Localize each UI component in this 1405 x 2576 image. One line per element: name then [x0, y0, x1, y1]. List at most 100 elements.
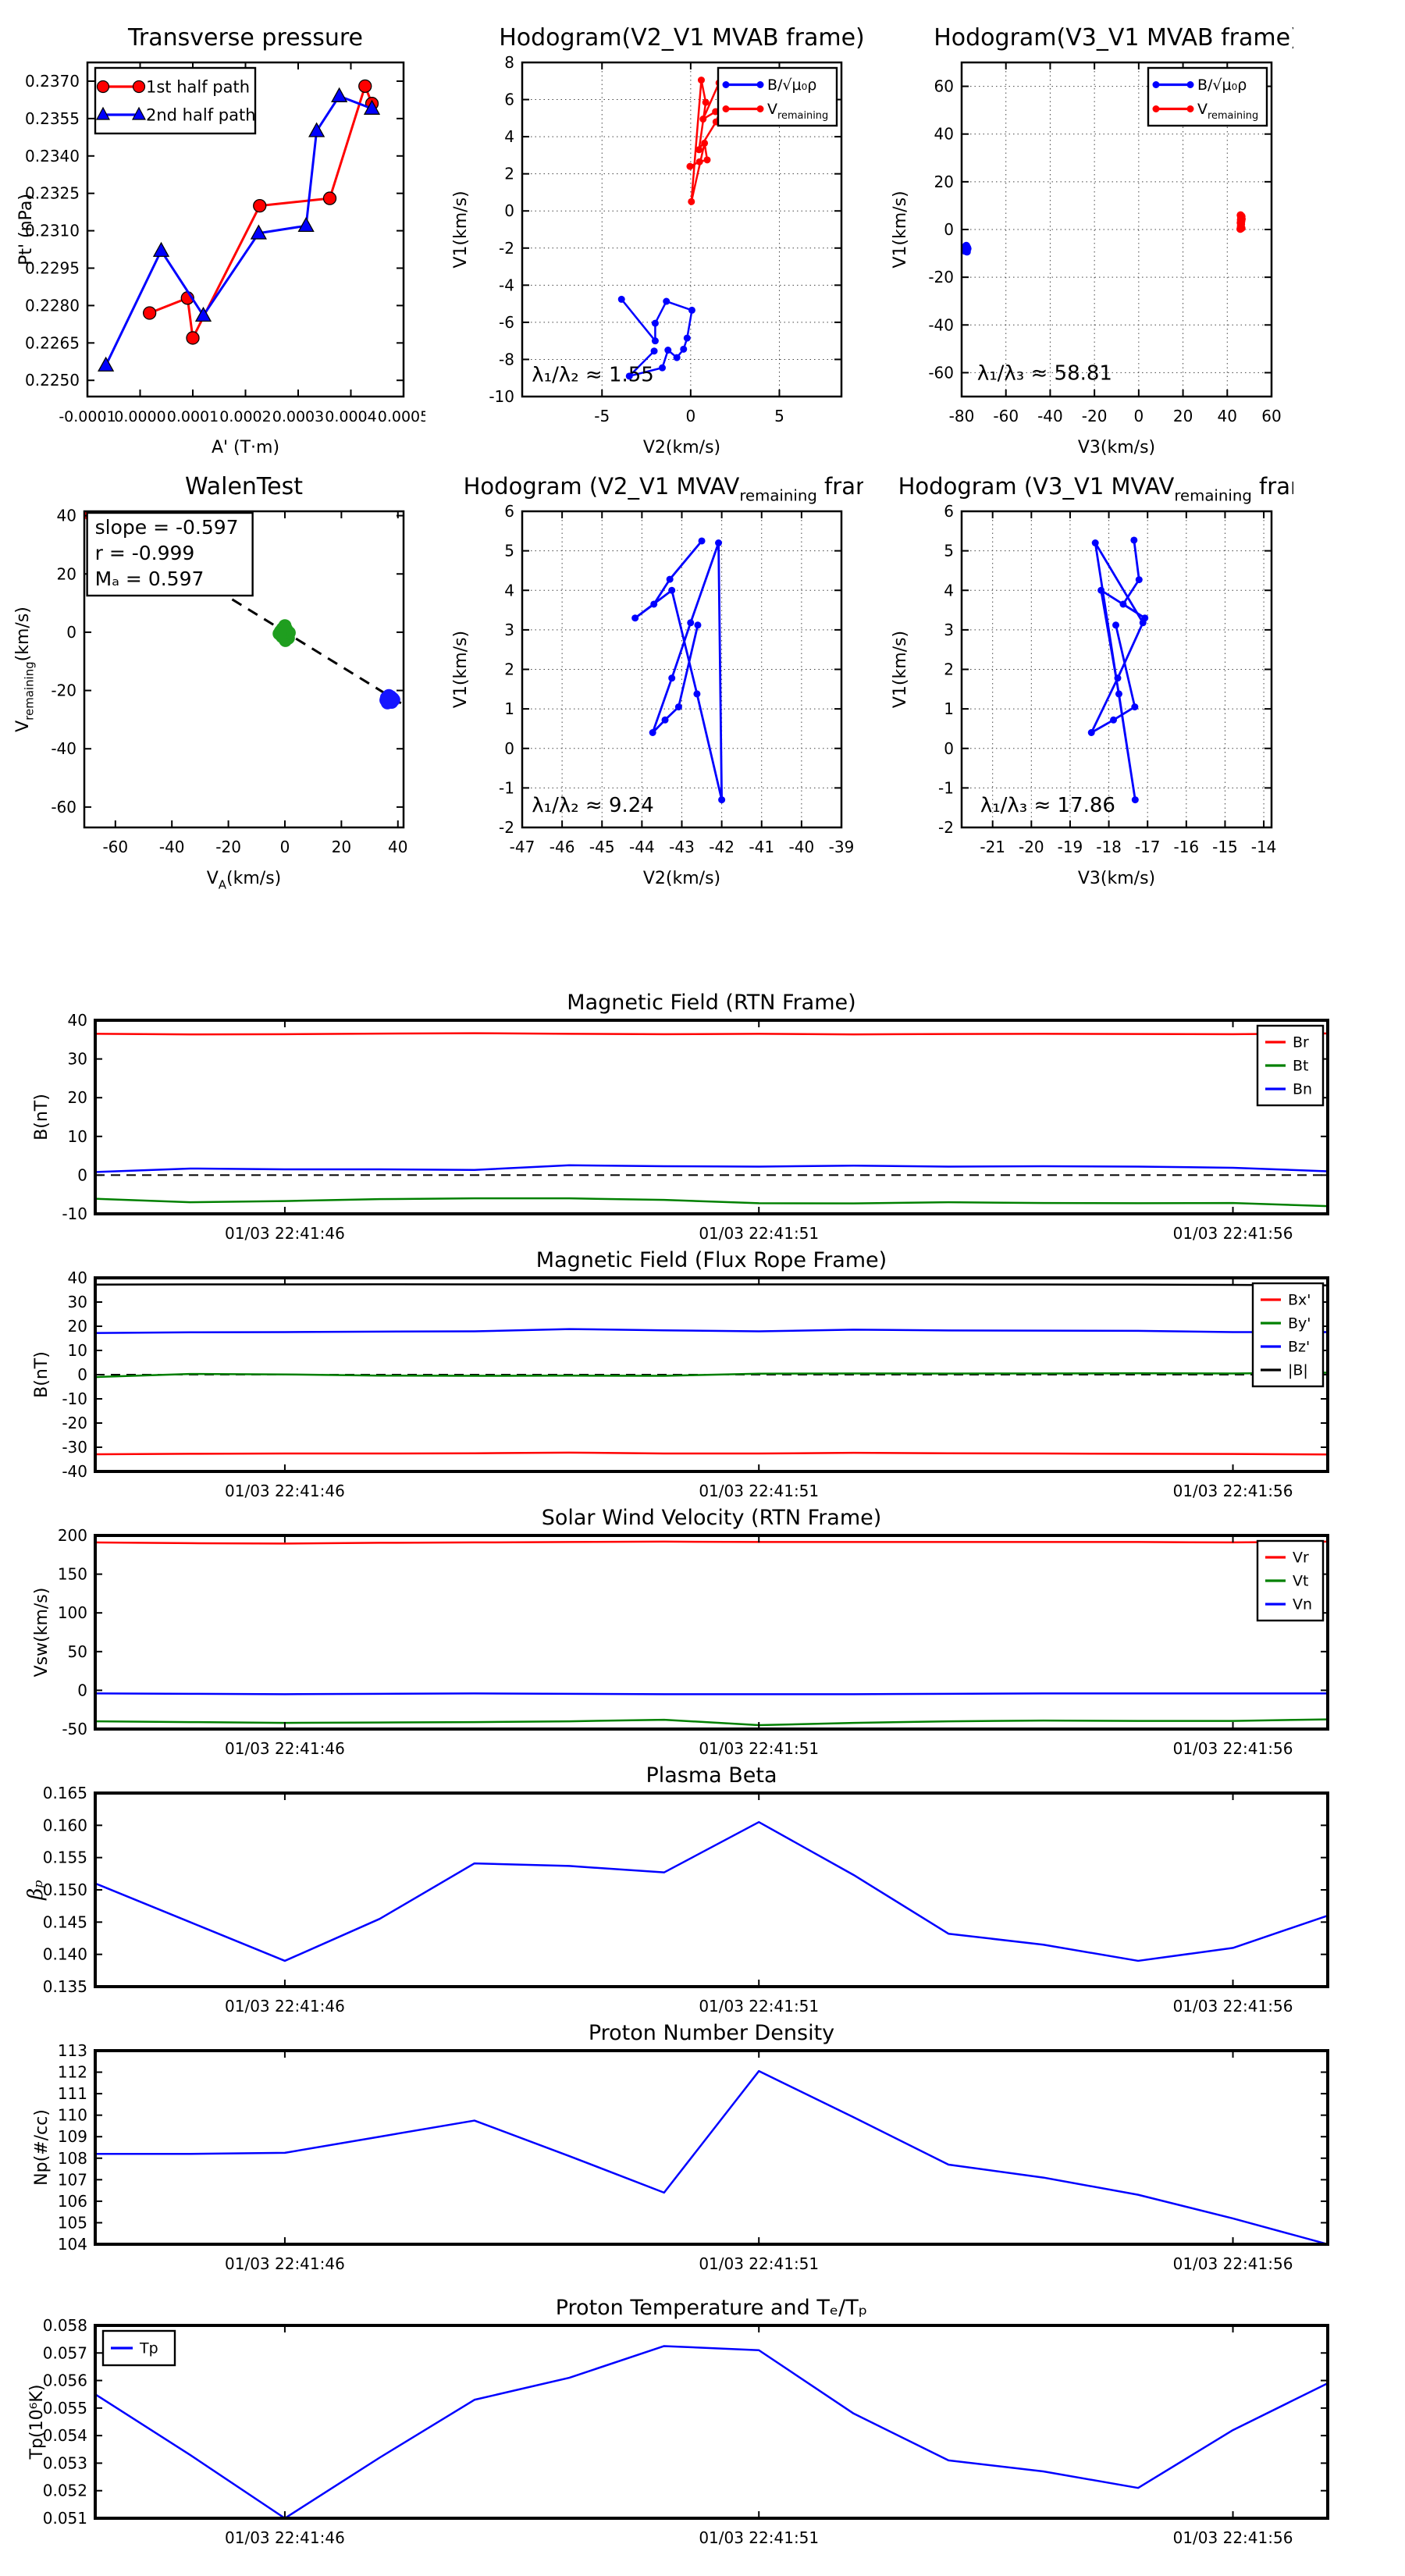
- svg-text:0.0004: 0.0004: [325, 408, 376, 425]
- hodogram-v2v1-mvav-v-path: [631, 537, 726, 804]
- hodogram-v2v1-mvav-title: Hodogram (V2_V1 MVAVremaining frame): [464, 473, 863, 505]
- svg-text:-40: -40: [62, 1462, 87, 1481]
- magnetic-field-rtn-legend-label: Bn: [1293, 1081, 1312, 1098]
- walen-test-title: WalenTest: [185, 473, 303, 500]
- plasma-beta-beta-p: [95, 1820, 1328, 1962]
- svg-text:0: 0: [944, 739, 954, 758]
- svg-text:01/03 22:41:46: 01/03 22:41:46: [225, 2254, 345, 2273]
- svg-text:0.155: 0.155: [43, 1848, 87, 1867]
- svg-text:0: 0: [77, 1365, 87, 1384]
- svg-text:0.2280: 0.2280: [25, 296, 80, 315]
- hodogram-v3v1-mvav-grid: [962, 511, 1272, 828]
- proton-number-density-spines: [94, 2049, 1329, 2246]
- hodogram-v3v1-mvab-annotation: λ₁/λ₃ ≈ 58.81: [977, 362, 1112, 386]
- svg-text:-1: -1: [938, 778, 954, 797]
- walen-test-svg: -60 -40 -20 0 20 40 -60 -40 -20 0 20 40 WalenTest VA(…: [13, 473, 407, 892]
- svg-text:40: 40: [1218, 407, 1237, 425]
- svg-text:-40: -40: [1037, 407, 1063, 425]
- svg-text:1: 1: [504, 699, 514, 718]
- hodogram-v3v1-mvab-b-over-sqrt-mu0rho: [962, 241, 972, 256]
- svg-text:01/03 22:41:56: 01/03 22:41:56: [1173, 1482, 1293, 1500]
- solar-wind-velocity-tick-labels: 01/03 22:41:46 01/03 22:41:51 01/03 22:41:…: [58, 1526, 1293, 1758]
- svg-text:-47: -47: [510, 838, 535, 856]
- transverse-pressure-legend-label: 1st half path: [146, 77, 250, 96]
- svg-text:0: 0: [944, 220, 954, 239]
- magnetic-field-rtn-bt: [95, 1197, 1328, 1208]
- hodogram-v2v1-mvav-ylabel: V1(km/s): [451, 631, 471, 708]
- magnetic-field-rtn-ticks: [95, 1019, 1328, 1215]
- plasma-beta-tick-labels: 01/03 22:41:46 01/03 22:41:51 01/03 22:41:…: [43, 1784, 1293, 2016]
- svg-text:0.165: 0.165: [43, 1784, 87, 1802]
- svg-text:-20: -20: [51, 681, 76, 700]
- walen-test-stats-box: slope = -0.597 r = -0.999 Mₐ = 0.597: [86, 511, 254, 597]
- proton-temperature-title: Proton Temperature and Tₑ/Tₚ: [556, 2296, 868, 2320]
- magnetic-field-rtn-svg: 01/03 22:41:46 01/03 22:41:51 01/03 22:41:…: [32, 991, 1329, 1243]
- svg-text:6: 6: [504, 502, 514, 521]
- svg-text:-40: -40: [789, 838, 815, 856]
- hodogram-v2v1-mvab-title: Hodogram(V2_V1 MVAB frame): [499, 24, 863, 52]
- transverse-pressure-ylabel: Pt' (nPa): [16, 194, 36, 265]
- hodogram-v2v1-mvab-spines: [521, 61, 843, 398]
- hodogram-v3v1-mvab-ylabel: V1(km/s): [891, 190, 910, 268]
- svg-text:60: 60: [934, 77, 954, 96]
- magnetic-field-flux-rope-bz-prime: [95, 1328, 1328, 1334]
- svg-text:0.051: 0.051: [43, 2509, 87, 2528]
- proton-number-density-tick-labels: 01/03 22:41:46 01/03 22:41:51 01/03 22:41:…: [58, 2041, 1293, 2273]
- svg-text:0.0003: 0.0003: [272, 408, 324, 425]
- svg-text:5: 5: [504, 542, 514, 560]
- magnetic-field-rtn-series: [95, 1032, 1328, 1208]
- svg-text:-4: -4: [499, 276, 514, 294]
- svg-text:0.2355: 0.2355: [25, 109, 80, 128]
- svg-text:40: 40: [934, 125, 954, 144]
- hodogram-v2v1-mvav-tick-labels: -47 -46 -45 -44 -43 -42 -41 -40 -39 -2 -1 0 1 2 3 4 5 6: [499, 502, 854, 856]
- hodogram-v3v1-mvab-legend-label: B/√μ₀ρ: [1197, 76, 1247, 94]
- solar-wind-velocity-legend: Vr Vt Vn: [1256, 1539, 1325, 1622]
- svg-text:106: 106: [58, 2192, 87, 2211]
- hodogram-v3v1-mvab-tick-labels: -80 -60 -40 -20 0 20 40 60 -60 -40 -20 0 20 40 60: [928, 77, 1281, 425]
- svg-text:-20: -20: [62, 1414, 87, 1432]
- magnetic-field-rtn-legend-label: Bt: [1293, 1058, 1308, 1075]
- svg-text:20: 20: [1173, 407, 1193, 425]
- svg-text:-1: -1: [499, 778, 514, 797]
- proton-temperature-tp: [95, 2345, 1328, 2518]
- solar-wind-velocity-spines: [94, 1534, 1329, 1731]
- svg-text:-5: -5: [594, 407, 610, 425]
- plasma-beta-title: Plasma Beta: [646, 1763, 777, 1788]
- svg-text:-17: -17: [1135, 838, 1161, 856]
- transverse-pressure-second-half-path: [98, 87, 381, 372]
- hodogram-v3v1-mvav-title: Hodogram (V3_V1 MVAVremaining frame): [898, 473, 1293, 505]
- solar-wind-velocity-legend-label: Vr: [1293, 1550, 1309, 1567]
- svg-text:01/03 22:41:46: 01/03 22:41:46: [225, 1224, 345, 1243]
- hodogram-v3v1-mvab-series: [962, 211, 1247, 256]
- svg-text:-14: -14: [1251, 838, 1277, 856]
- magnetic-field-flux-rope-legend-label: Bz': [1288, 1339, 1310, 1356]
- magnetic-field-flux-rope-ticks: [95, 1277, 1328, 1472]
- magnetic-field-flux-rope-series: [95, 1283, 1328, 1456]
- svg-text:2: 2: [504, 165, 514, 183]
- svg-text:0.054: 0.054: [43, 2426, 87, 2445]
- plasma-beta-spines: [94, 1791, 1329, 1988]
- svg-text:-40: -40: [159, 838, 185, 856]
- svg-text:6: 6: [944, 502, 954, 521]
- solar-wind-velocity-legend-label: Vn: [1293, 1596, 1312, 1614]
- proton-number-density-title: Proton Number Density: [589, 2021, 834, 2045]
- transverse-pressure-first-half-path: [142, 79, 379, 345]
- proton-temperature-series: [95, 2345, 1328, 2518]
- svg-text:0.135: 0.135: [43, 1977, 87, 1996]
- svg-text:107: 107: [58, 2170, 87, 2189]
- svg-text:1: 1: [944, 699, 954, 718]
- magnetic-field-flux-rope-panel: 01/03 22:41:46 01/03 22:41:51 01/03 22:41:…: [13, 1243, 1363, 1530]
- solar-wind-velocity-panel: 01/03 22:41:46 01/03 22:41:51 01/03 22:41:…: [13, 1500, 1363, 1788]
- svg-text:0.2250: 0.2250: [25, 371, 80, 390]
- svg-text:5: 5: [944, 542, 954, 560]
- hodogram-v3v1-mvab-grid: [961, 62, 1272, 397]
- walen-test-cluster-blue: [379, 688, 400, 710]
- svg-text:-20: -20: [215, 838, 241, 856]
- svg-text:111: 111: [58, 2084, 87, 2103]
- magnetic-field-flux-rope-b-mag: [95, 1283, 1328, 1286]
- svg-text:01/03 22:41:56: 01/03 22:41:56: [1173, 1739, 1293, 1758]
- svg-text:0.053: 0.053: [43, 2453, 87, 2472]
- hodogram-v3v1-mvav-annotation: λ₁/λ₃ ≈ 17.86: [980, 794, 1115, 817]
- svg-text:3: 3: [504, 621, 514, 639]
